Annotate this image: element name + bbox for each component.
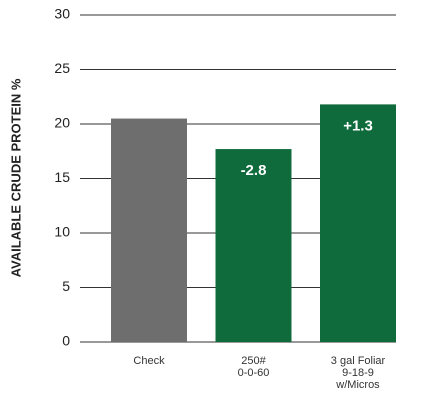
bar-annotation: +1.3 [343,117,373,134]
bar [111,118,187,342]
y-tick-label: 0 [62,333,70,349]
y-tick-label: 5 [62,278,70,294]
bar [320,104,396,342]
x-tick-label: 3 gal Foliar [331,355,386,367]
y-tick-label: 30 [54,6,70,22]
y-tick-label: 15 [54,169,70,185]
y-axis-label: AVAILABLE CRUDE PROTEIN % [8,78,23,277]
bar-annotation: -2.8 [241,162,267,179]
x-tick-label: 0-0-60 [238,367,270,379]
y-tick-label: 20 [54,115,70,131]
x-tick-label: Check [133,355,165,367]
x-tick-label: w/Micros [335,379,380,391]
x-tick-label: 9-18-9 [342,367,374,379]
bar [215,149,292,342]
y-tick-label: 25 [54,60,70,76]
x-tick-label: 250# [241,355,266,367]
y-tick-label: 10 [54,224,70,240]
